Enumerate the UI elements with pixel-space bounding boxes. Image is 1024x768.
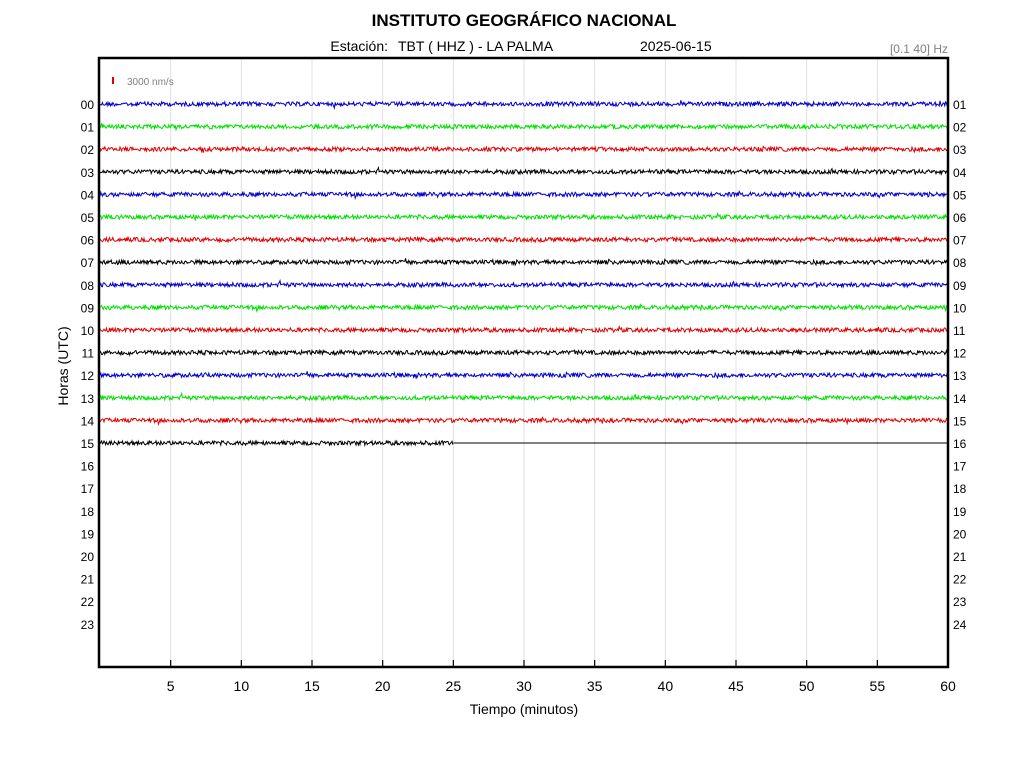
x-tick-label: 50 bbox=[799, 678, 815, 694]
station-label: Estación: bbox=[330, 38, 388, 54]
y-axis-label: Horas (UTC) bbox=[55, 326, 71, 405]
hour-label-left: 12 bbox=[81, 369, 95, 383]
hour-label-left: 05 bbox=[81, 211, 95, 225]
hour-label-left: 06 bbox=[81, 234, 95, 248]
right-hour-labels: 01 02 03 04 05 06 07 08 09 10 11 12 13 14 15 16 17 18 19 20… bbox=[953, 98, 967, 632]
hour-label-right: 01 bbox=[953, 98, 967, 112]
x-tick-label: 40 bbox=[658, 678, 674, 694]
hour-label-right: 19 bbox=[953, 505, 967, 519]
hour-label-right: 17 bbox=[953, 460, 967, 474]
hour-label-left: 21 bbox=[81, 573, 95, 587]
hour-label-left: 13 bbox=[81, 392, 95, 406]
hour-label-right: 16 bbox=[953, 437, 967, 451]
hour-label-left: 07 bbox=[81, 256, 95, 270]
hour-label-left: 14 bbox=[81, 414, 95, 428]
hour-label-left: 10 bbox=[81, 324, 95, 338]
hour-label-right: 03 bbox=[953, 143, 967, 157]
trace-hour-11 bbox=[99, 348, 949, 357]
x-tick-label: 20 bbox=[375, 678, 391, 694]
hour-label-left: 22 bbox=[81, 595, 95, 609]
hour-label-left: 19 bbox=[81, 527, 95, 541]
hour-label-right: 18 bbox=[953, 482, 967, 496]
hour-label-left: 11 bbox=[82, 347, 95, 361]
hour-label-right: 11 bbox=[953, 324, 966, 338]
hour-label-right: 21 bbox=[953, 550, 967, 564]
hour-label-right: 09 bbox=[953, 279, 967, 293]
x-axis: 5 10 15 20 25 30 35 40 45 50 55 60 bbox=[167, 660, 956, 694]
hour-label-right: 20 bbox=[953, 527, 967, 541]
hour-label-left: 04 bbox=[81, 188, 95, 202]
trace-hour-10 bbox=[99, 324, 949, 335]
seismic-traces bbox=[99, 100, 949, 448]
trace-hour-0 bbox=[99, 100, 949, 111]
hour-label-right: 07 bbox=[953, 234, 967, 248]
x-tick-label: 30 bbox=[516, 678, 532, 694]
trace-hour-13 bbox=[99, 391, 949, 402]
hour-label-right: 10 bbox=[953, 301, 967, 315]
filter-band: [0.1 40] Hz bbox=[890, 42, 948, 56]
x-tick-label: 15 bbox=[304, 678, 320, 694]
trace-hour-7 bbox=[99, 257, 949, 267]
hour-label-right: 08 bbox=[953, 256, 967, 270]
hour-label-left: 09 bbox=[81, 301, 95, 315]
trace-hour-14 bbox=[99, 416, 949, 426]
x-gridlines bbox=[170, 58, 878, 667]
x-tick-label: 35 bbox=[587, 678, 603, 694]
hour-label-right: 02 bbox=[953, 121, 967, 135]
trace-hour-2 bbox=[99, 145, 949, 154]
hour-label-left: 02 bbox=[81, 143, 95, 157]
trace-hour-5 bbox=[99, 211, 949, 222]
hour-label-left: 03 bbox=[81, 166, 95, 180]
hour-label-right: 13 bbox=[953, 369, 967, 383]
x-tick-label: 55 bbox=[870, 678, 886, 694]
hour-label-left: 08 bbox=[81, 279, 95, 293]
chart-title: INSTITUTO GEOGRÁFICO NACIONAL bbox=[372, 11, 677, 30]
trace-hour-6 bbox=[99, 235, 949, 244]
left-hour-labels: 00 01 02 03 04 05 06 07 08 09 10 11 12 13 14 15 16 17 18 19… bbox=[81, 98, 95, 632]
chart-date: 2025-06-15 bbox=[640, 38, 712, 54]
hour-label-right: 23 bbox=[953, 595, 967, 609]
scale-label: 3000 nm/s bbox=[127, 77, 174, 88]
station-name: TBT ( HHZ ) - LA PALMA bbox=[398, 38, 554, 54]
hour-label-left: 01 bbox=[81, 121, 95, 135]
hour-label-left: 00 bbox=[81, 98, 95, 112]
hour-label-left: 20 bbox=[81, 550, 95, 564]
hour-label-right: 24 bbox=[953, 618, 967, 632]
x-tick-label: 10 bbox=[234, 678, 250, 694]
trace-hour-3 bbox=[99, 165, 949, 176]
x-tick-label: 25 bbox=[446, 678, 462, 694]
scale-bar bbox=[112, 77, 114, 84]
hour-label-right: 14 bbox=[953, 392, 967, 406]
trace-hour-15 bbox=[99, 439, 454, 448]
hour-label-left: 16 bbox=[81, 460, 95, 474]
x-tick-label: 5 bbox=[167, 678, 175, 694]
x-tick-label: 45 bbox=[728, 678, 744, 694]
hour-label-right: 04 bbox=[953, 166, 967, 180]
hour-label-left: 15 bbox=[81, 437, 95, 451]
x-axis-label: Tiempo (minutos) bbox=[470, 701, 578, 717]
hour-label-right: 12 bbox=[953, 347, 967, 361]
hour-label-right: 05 bbox=[953, 188, 967, 202]
hour-label-right: 22 bbox=[953, 573, 967, 587]
hour-label-left: 23 bbox=[81, 618, 95, 632]
x-tick-label: 60 bbox=[940, 678, 956, 694]
trace-hour-1 bbox=[99, 122, 949, 132]
hour-label-right: 15 bbox=[953, 414, 967, 428]
trace-hour-12 bbox=[99, 370, 949, 380]
trace-hour-9 bbox=[99, 303, 949, 313]
trace-hour-8 bbox=[99, 278, 949, 289]
hour-label-left: 18 bbox=[81, 505, 95, 519]
trace-hour-4 bbox=[99, 190, 949, 200]
hour-label-right: 06 bbox=[953, 211, 967, 225]
hour-label-left: 17 bbox=[81, 482, 95, 496]
